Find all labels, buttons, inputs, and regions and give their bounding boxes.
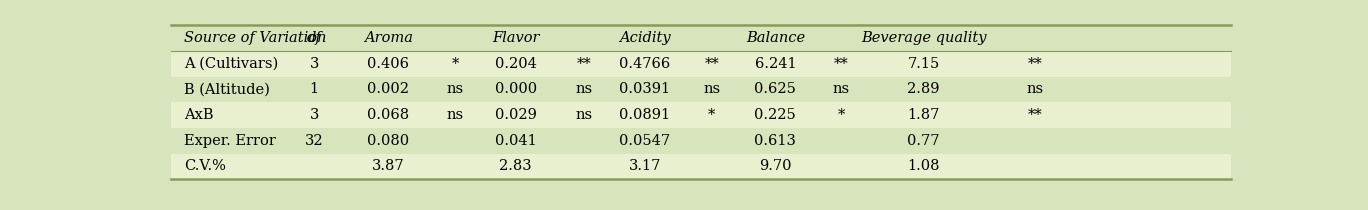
Text: 1: 1 bbox=[309, 82, 319, 96]
Text: **: ** bbox=[1027, 57, 1042, 71]
Text: 3.87: 3.87 bbox=[372, 159, 405, 173]
Bar bbox=[171, 76, 1231, 102]
Text: ns: ns bbox=[703, 82, 721, 96]
Text: ns: ns bbox=[446, 108, 464, 122]
Text: 6.241: 6.241 bbox=[755, 57, 796, 71]
Text: 0.0891: 0.0891 bbox=[620, 108, 670, 122]
Bar bbox=[171, 102, 1231, 128]
Text: 7.15: 7.15 bbox=[907, 57, 940, 71]
Text: 2.89: 2.89 bbox=[907, 82, 940, 96]
Text: ns: ns bbox=[576, 82, 594, 96]
Bar bbox=[171, 25, 1231, 51]
Text: 3: 3 bbox=[309, 108, 319, 122]
Text: 0.625: 0.625 bbox=[754, 82, 796, 96]
Text: 9.70: 9.70 bbox=[759, 159, 792, 173]
Text: df: df bbox=[306, 31, 321, 45]
Text: *: * bbox=[709, 108, 715, 122]
Text: 0.002: 0.002 bbox=[368, 82, 409, 96]
Text: *: * bbox=[451, 57, 458, 71]
Text: 3: 3 bbox=[309, 57, 319, 71]
Text: 0.225: 0.225 bbox=[754, 108, 796, 122]
Text: ns: ns bbox=[446, 82, 464, 96]
Text: Aroma: Aroma bbox=[364, 31, 413, 45]
Text: 0.000: 0.000 bbox=[494, 82, 536, 96]
Text: 32: 32 bbox=[305, 134, 323, 148]
Text: 0.080: 0.080 bbox=[367, 134, 409, 148]
Text: ns: ns bbox=[1026, 82, 1044, 96]
Bar bbox=[171, 154, 1231, 179]
Text: Source of Variation: Source of Variation bbox=[183, 31, 326, 45]
Text: **: ** bbox=[833, 57, 848, 71]
Text: C.V.%: C.V.% bbox=[183, 159, 226, 173]
Text: 3.17: 3.17 bbox=[629, 159, 661, 173]
Text: ns: ns bbox=[576, 108, 594, 122]
Text: Balance: Balance bbox=[746, 31, 804, 45]
Text: 0.041: 0.041 bbox=[495, 134, 536, 148]
Text: **: ** bbox=[705, 57, 720, 71]
Text: **: ** bbox=[577, 57, 592, 71]
Text: Flavor: Flavor bbox=[492, 31, 539, 45]
Text: 0.77: 0.77 bbox=[907, 134, 940, 148]
Text: 2.83: 2.83 bbox=[499, 159, 532, 173]
Text: 0.406: 0.406 bbox=[368, 57, 409, 71]
Text: 1.87: 1.87 bbox=[907, 108, 940, 122]
Text: 0.613: 0.613 bbox=[754, 134, 796, 148]
Bar bbox=[171, 128, 1231, 154]
Text: 0.068: 0.068 bbox=[367, 108, 409, 122]
Text: 0.0391: 0.0391 bbox=[620, 82, 670, 96]
Text: B (Altitude): B (Altitude) bbox=[183, 82, 269, 96]
Text: Acidity: Acidity bbox=[620, 31, 670, 45]
Text: AxB: AxB bbox=[183, 108, 213, 122]
Text: 0.029: 0.029 bbox=[495, 108, 536, 122]
Text: 0.0547: 0.0547 bbox=[620, 134, 670, 148]
Text: ns: ns bbox=[833, 82, 850, 96]
Text: **: ** bbox=[1027, 108, 1042, 122]
Text: Exper. Error: Exper. Error bbox=[183, 134, 275, 148]
Text: Beverage quality: Beverage quality bbox=[860, 31, 986, 45]
Text: 0.4766: 0.4766 bbox=[620, 57, 670, 71]
Text: 0.204: 0.204 bbox=[495, 57, 536, 71]
Text: *: * bbox=[837, 108, 844, 122]
Bar bbox=[171, 51, 1231, 76]
Text: 1.08: 1.08 bbox=[907, 159, 940, 173]
Text: A (Cultivars): A (Cultivars) bbox=[183, 57, 278, 71]
